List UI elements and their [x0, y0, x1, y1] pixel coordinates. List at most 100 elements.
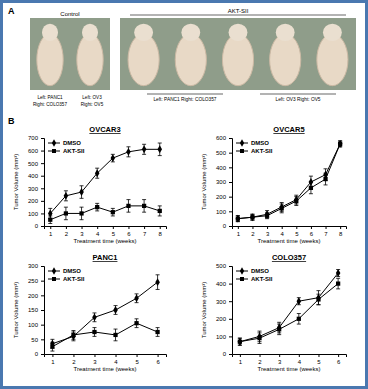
error-bar [95, 203, 99, 211]
error-bar [135, 319, 139, 328]
error-bar [280, 204, 284, 213]
legend-marker [240, 149, 244, 153]
tick-mark [229, 167, 232, 168]
error-bar [135, 294, 139, 303]
background [3, 3, 365, 386]
tick-label: 100 [216, 334, 227, 340]
chart: OVCAR5123456780100200300400500600Treatme… [201, 125, 347, 244]
error-bar [316, 294, 320, 305]
tick: 1 [51, 354, 55, 365]
tick: 200 [28, 198, 44, 204]
tick: 4 [281, 226, 285, 237]
tick-label: 0 [35, 351, 39, 357]
error-bar [156, 328, 160, 337]
tick-mark [41, 151, 44, 152]
group-line [147, 94, 223, 95]
axis-line [41, 267, 45, 355]
mouse [128, 34, 159, 86]
marker [134, 294, 139, 302]
tick: 5 [295, 226, 299, 237]
tick-mark [229, 138, 232, 139]
tick: 0 [223, 223, 232, 229]
mouse-head [229, 24, 248, 41]
series-line [240, 273, 338, 342]
marker [48, 218, 52, 222]
legend: DMSOAKT-SII [236, 267, 273, 282]
error-bar [338, 141, 342, 147]
axis-line [233, 355, 347, 358]
tick-mark [229, 301, 232, 302]
tick-label: 4 [114, 359, 118, 365]
marker [142, 204, 146, 208]
y-axis-title: Tumor Volume (mm³) [13, 154, 19, 210]
marker [64, 211, 68, 215]
tick-mark [41, 163, 44, 164]
marker [111, 154, 116, 162]
tick-label: 2 [65, 231, 69, 237]
legend-label: AKT-SII [63, 276, 85, 282]
error-bar [64, 207, 68, 220]
tick-mark [41, 176, 44, 177]
marker [50, 345, 54, 349]
tick: 6 [337, 354, 341, 365]
tick-mark [41, 354, 44, 355]
tick-mark [229, 226, 232, 227]
tick-label: 300 [216, 179, 227, 185]
tick-label: 200 [28, 198, 39, 204]
chart: PANC1123456050100150200250300Treatment t… [13, 253, 167, 372]
marker [158, 209, 162, 213]
tick: 7 [143, 226, 147, 237]
tick: 400 [28, 173, 44, 179]
marker [294, 199, 298, 203]
tick-mark [144, 226, 145, 229]
tick-label: 5 [317, 359, 321, 365]
tick-mark [41, 339, 44, 340]
photo-caption: Right: COLO357 [33, 102, 67, 107]
tick-mark [229, 284, 232, 285]
tick-mark [338, 354, 339, 357]
tick-mark [279, 354, 280, 357]
marker [250, 215, 254, 219]
tick-label: 3 [266, 231, 270, 237]
axis-line [41, 139, 45, 227]
photo [120, 18, 356, 90]
tick-label: 100 [28, 211, 39, 217]
tick-mark [260, 354, 261, 357]
marker [155, 278, 160, 286]
chart-title: OVCAR3 [89, 125, 120, 134]
tick-label: 3 [278, 359, 282, 365]
x-axis-title: Treatment time (weeks) [258, 366, 321, 372]
tick: 700 [28, 135, 44, 141]
tick-label: 700 [28, 135, 39, 141]
tick-label: 7 [143, 231, 147, 237]
tick-label: 400 [216, 281, 227, 287]
panel-a: ControlAKT-SIILeft: PANC1Right: COLO357L… [30, 8, 356, 107]
tick-label: 400 [216, 165, 227, 171]
legend-label: DMSO [63, 268, 81, 274]
tick-label: 2 [258, 359, 262, 365]
tick-label: 6 [337, 359, 341, 365]
tick-mark [229, 197, 232, 198]
error-bar [265, 213, 269, 219]
legend-entry: AKT-SII [236, 276, 273, 282]
tick-mark [229, 211, 232, 212]
error-bar [80, 207, 84, 220]
group-line [130, 15, 346, 16]
tick: 3 [93, 354, 97, 365]
axis-line [45, 355, 167, 358]
mouse [175, 34, 206, 86]
marker [336, 281, 340, 285]
chart-title: PANC1 [93, 253, 118, 262]
marker [338, 140, 343, 148]
y-axis: 0100200300400500600700 [28, 135, 45, 229]
tick-mark [113, 226, 114, 229]
legend: DMSO AKT-SII [48, 267, 85, 282]
tick-mark [41, 201, 44, 202]
tick: 6 [127, 226, 131, 237]
x-axis-title: Treatment time (weeks) [258, 238, 321, 244]
series-line [52, 323, 157, 346]
tick-mark [73, 354, 74, 357]
tick-label: 100 [28, 322, 39, 328]
y-axis: 050100150200250300 [28, 263, 45, 357]
marker [236, 217, 240, 221]
